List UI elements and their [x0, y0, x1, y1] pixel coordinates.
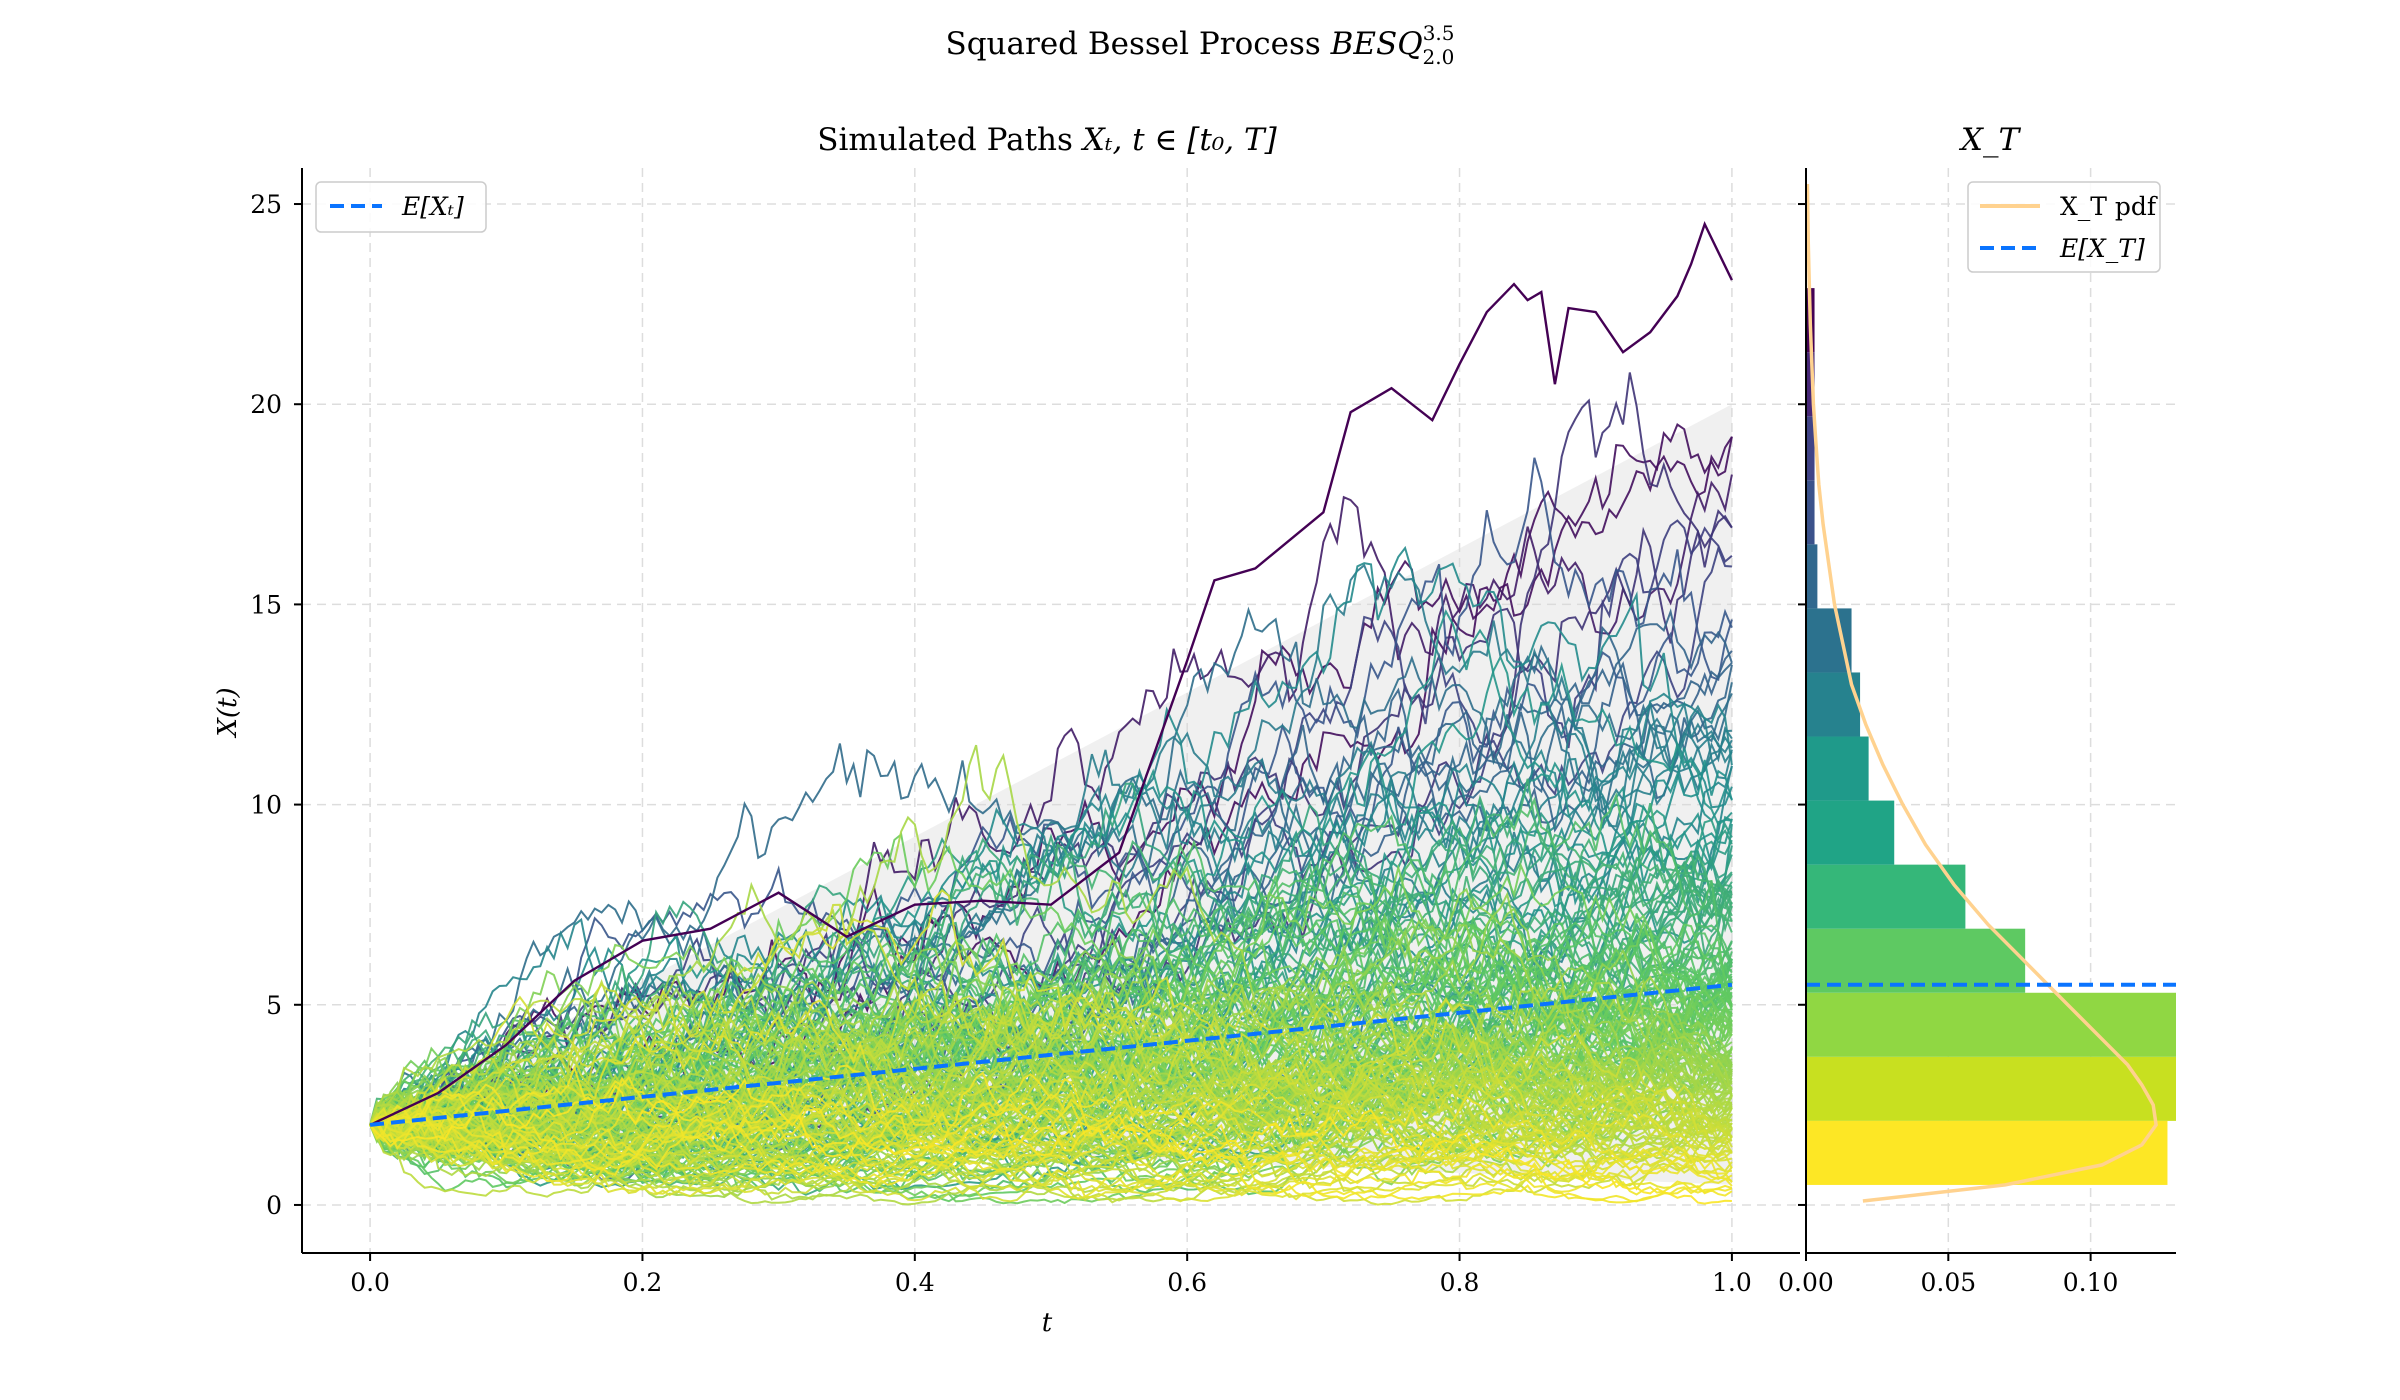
histogram-bar-4 [1806, 864, 1966, 929]
sim-path-21 [370, 903, 1733, 1140]
histogram-panel: X_T 0.00 0.05 0.10 X_T pdf E[X_T] [1778, 122, 2176, 1297]
sim-path-9 [369, 1106, 1733, 1201]
y-axis-label: X(t) [213, 687, 243, 738]
y-tick-label-2: 10 [250, 791, 282, 820]
histogram-axes [1805, 168, 2176, 1254]
expectation-dashed-line [369, 982, 1733, 1127]
sim-path-16 [369, 1027, 1733, 1174]
sim-path-54 [369, 980, 1732, 1129]
paths-legend-box [315, 181, 487, 233]
sim-path-13 [369, 1090, 1733, 1203]
histogram-bar-6 [1806, 736, 1869, 801]
paths-panel: Simulated Paths Xₜ, t ∈ [t₀, T] 0.0 0.2 0.… [213, 122, 1800, 1338]
figure-title-sub: 2.0 [1423, 45, 1455, 69]
histogram-bar-1 [1806, 1056, 2176, 1121]
sim-path-0 [369, 1077, 1732, 1205]
sim-path-2 [369, 1064, 1733, 1201]
sim-path-10 [369, 999, 1733, 1183]
sim-path-53 [369, 971, 1733, 1167]
histogram-bar-8 [1806, 608, 1852, 673]
paths-ticks: 0.0 0.2 0.4 0.6 0.8 1.0 0 5 10 15 20 25 [250, 190, 1752, 1297]
sim-path-35 [369, 978, 1733, 1158]
figure-title-text: Squared Bessel Process [945, 26, 1330, 62]
y-tick-label-1: 5 [266, 991, 282, 1020]
y-tick-label-4: 20 [250, 390, 282, 419]
histogram-bar-2 [1806, 992, 2176, 1057]
sim-path-192 [369, 457, 1733, 1139]
paths-legend-label: E[Xₜ] [401, 192, 464, 221]
highlight-path [369, 220, 1733, 1126]
sim-path-1 [369, 1083, 1733, 1204]
figure-title: Squared Bessel Process BESQ3.5 2.0 [945, 21, 1454, 69]
sim-path-6 [369, 1095, 1733, 1183]
sim-path-5 [370, 1088, 1733, 1184]
histogram-bar-9 [1806, 544, 1818, 609]
hist-x-tick-label-1: 0.05 [1920, 1268, 1976, 1297]
sim-path-23 [369, 979, 1733, 1162]
histogram-bar-0 [1806, 1120, 2168, 1185]
x-tick-label-4: 0.8 [1440, 1268, 1480, 1297]
histogram-title: X_T [1959, 122, 2022, 158]
histogram-bar-5 [1806, 800, 1895, 865]
sim-path-14 [369, 888, 1733, 1159]
expectation-line [369, 982, 1733, 1127]
paths-title-text: Simulated Paths [817, 122, 1083, 158]
x-tick-label-2: 0.4 [895, 1268, 935, 1297]
histogram-legend-mean-label: E[X_T] [2059, 234, 2145, 263]
sim-path-8 [369, 1081, 1733, 1173]
histogram-legend: X_T pdf E[X_T] [1967, 181, 2161, 273]
histogram-bars [1806, 288, 2176, 1185]
x-axis-label: t [1042, 1308, 1053, 1338]
paths-title-math: Xₜ, t ∈ [t₀, T] [1081, 122, 1278, 158]
paths-legend: E[Xₜ] [315, 181, 487, 233]
pdf-curve-line [1805, 183, 2158, 1203]
figure-title-math: BESQ [1330, 26, 1423, 62]
pdf-curve [1805, 183, 2158, 1203]
sim-path-146 [369, 821, 1733, 1126]
sim-path-161 [369, 782, 1733, 1126]
y-tick-label-5: 25 [250, 190, 282, 219]
histogram-ticks: 0.00 0.05 0.10 [1778, 203, 2119, 1297]
x-tick-label-5: 1.0 [1712, 1268, 1752, 1297]
histogram-legend-pdf-label: X_T pdf [2060, 192, 2158, 221]
sim-path-32 [369, 1054, 1733, 1188]
y-tick-label-3: 15 [250, 590, 282, 619]
sim-path-27 [369, 1054, 1733, 1174]
sim-path-175 [369, 545, 1733, 1131]
histogram-bar-11 [1806, 416, 1815, 481]
x-tick-label-3: 0.6 [1167, 1268, 1207, 1297]
histogram-bar-3 [1806, 928, 2026, 993]
sim-path-24 [369, 1073, 1733, 1167]
sim-path-61 [369, 972, 1733, 1142]
x-tick-label-1: 0.2 [623, 1268, 663, 1297]
hist-x-tick-label-2: 0.10 [2063, 1268, 2119, 1297]
x-tick-label-0: 0.0 [350, 1268, 390, 1297]
y-tick-label-0: 0 [266, 1191, 282, 1220]
simulated-paths [369, 372, 1733, 1206]
paths-axes [301, 168, 1800, 1254]
hist-x-tick-label-0: 0.00 [1778, 1268, 1834, 1297]
histogram-bar-12 [1806, 352, 1815, 417]
highlight-path-line [369, 220, 1733, 1126]
paths-title: Simulated Paths Xₜ, t ∈ [t₀, T] [817, 122, 1277, 158]
histogram-bar-10 [1806, 480, 1815, 545]
figure-title-sup: 3.5 [1423, 21, 1455, 45]
